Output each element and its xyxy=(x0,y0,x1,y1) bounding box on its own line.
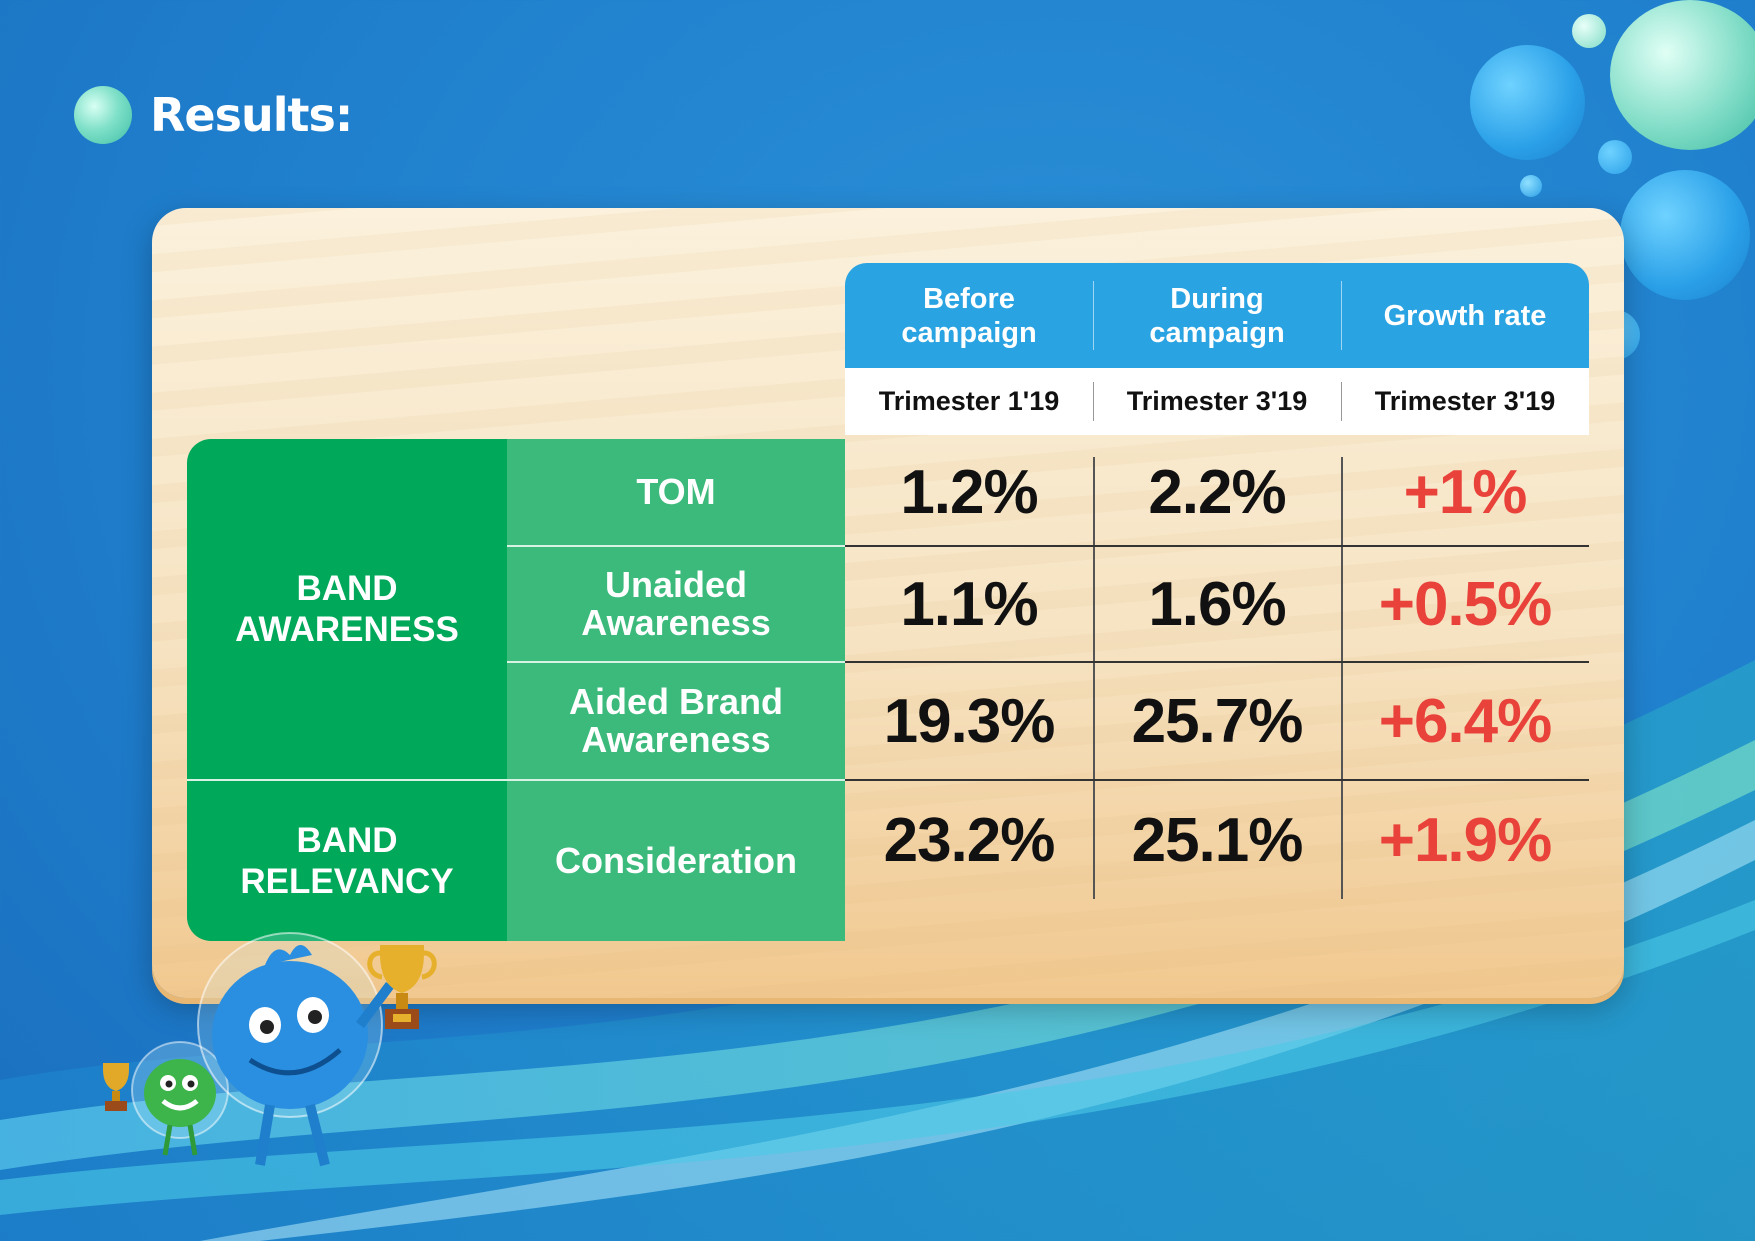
table-subheader: Trimester 1'19 Trimester 3'19 Trimester … xyxy=(845,368,1589,435)
header-during: During campaign xyxy=(1093,263,1341,368)
table-header: Before campaign During campaign Growth r… xyxy=(845,263,1589,368)
value-during: 1.6% xyxy=(1093,547,1341,661)
blue-mascot-icon xyxy=(197,932,394,1167)
category-awareness: BAND AWARENESS xyxy=(187,439,507,779)
metric-label: Unaided Awareness xyxy=(507,545,845,661)
metric-label: TOM xyxy=(507,439,845,545)
green-mascot-icon xyxy=(131,1041,229,1156)
metric-label: Aided Brand Awareness xyxy=(507,661,845,779)
bubble-decoration xyxy=(1470,45,1585,160)
page-title: Results: xyxy=(150,88,353,142)
table-row: 1.2% 2.2% +1% xyxy=(845,439,1589,545)
bubble-decoration xyxy=(1610,0,1755,150)
value-before: 1.1% xyxy=(900,569,1038,639)
value-during: 25.7% xyxy=(1093,663,1341,779)
period-during: Trimester 3'19 xyxy=(1093,368,1341,435)
value-growth: +0.5% xyxy=(1341,547,1589,661)
mascot-illustration xyxy=(103,932,437,1167)
category-relevancy: BAND RELEVANCY xyxy=(187,779,507,941)
value-during: 25.1% xyxy=(1093,781,1341,899)
value-before: 1.2% xyxy=(900,457,1038,527)
small-trophy-icon xyxy=(103,1063,129,1111)
title-bar: Results: xyxy=(74,86,353,144)
value-growth: +6.4% xyxy=(1341,663,1589,779)
table-row: 1.1% 1.6% +0.5% xyxy=(845,545,1589,661)
bubble-decoration xyxy=(1520,175,1542,197)
bubble-decoration xyxy=(1572,14,1606,48)
results-table: Before campaign During campaign Growth r… xyxy=(187,263,1589,941)
trophy-icon xyxy=(367,945,437,1029)
metric-label: Consideration xyxy=(507,779,845,941)
bubble-decoration xyxy=(1620,170,1750,300)
period-growth: Trimester 3'19 xyxy=(1341,368,1589,435)
period-before: Trimester 1'19 xyxy=(878,386,1060,416)
value-growth: +1% xyxy=(1341,439,1589,545)
value-during: 2.2% xyxy=(1093,439,1341,545)
table-row: 23.2% 25.1% +1.9% xyxy=(845,779,1589,899)
value-before: 19.3% xyxy=(883,686,1056,756)
value-before: 23.2% xyxy=(883,805,1056,875)
header-growth: Growth rate xyxy=(1341,263,1589,368)
bubble-decoration xyxy=(1598,140,1632,174)
value-growth: +1.9% xyxy=(1341,781,1589,899)
header-before: Before campaign xyxy=(901,282,1037,349)
table-row: 19.3% 25.7% +6.4% xyxy=(845,661,1589,779)
bubble-bullet-icon xyxy=(74,86,132,144)
